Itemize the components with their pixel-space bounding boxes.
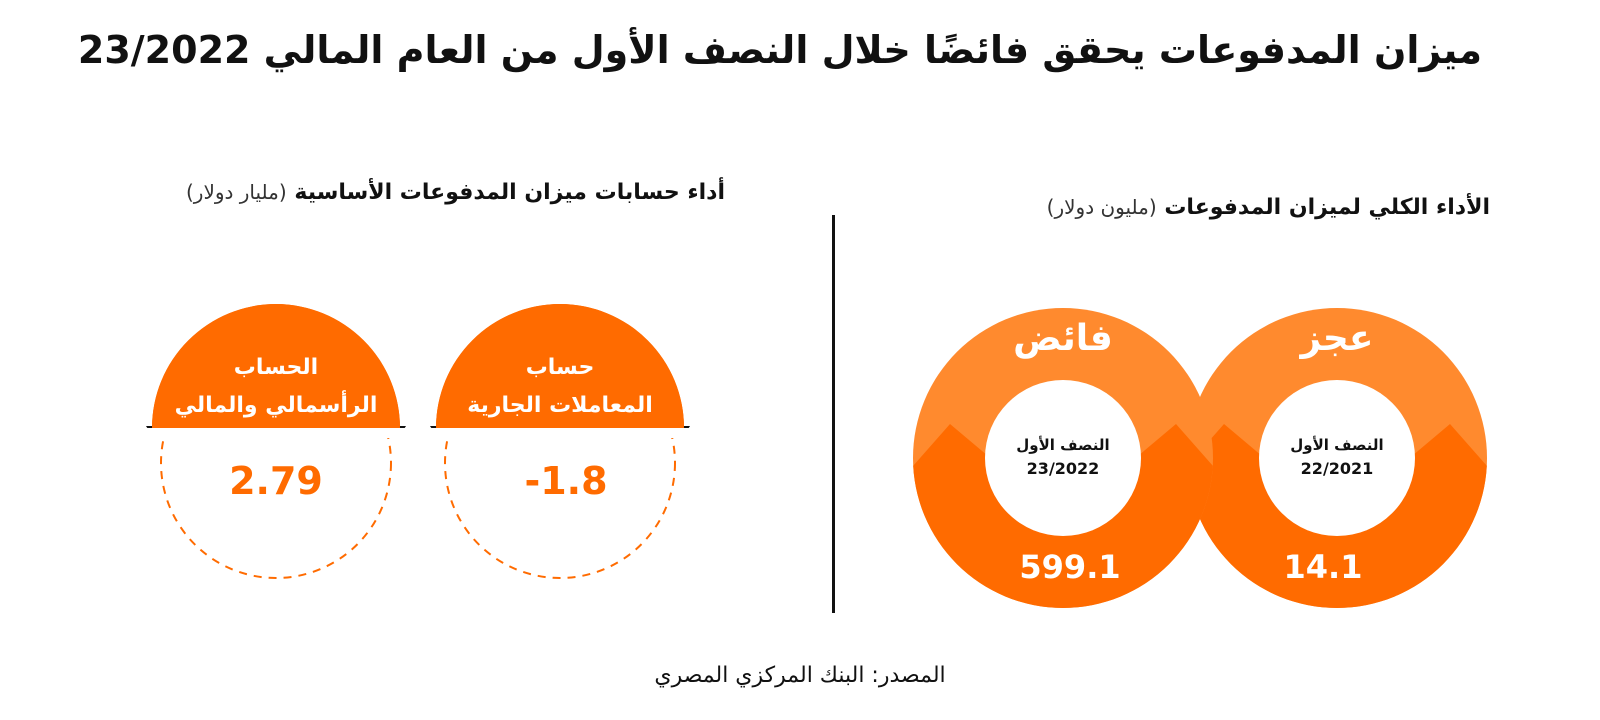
deficit-value: 14.1 [1284, 548, 1363, 586]
capital-account-value: 2.79 [229, 459, 323, 503]
overall-performance-unit: (مليون دولار) [1046, 195, 1157, 219]
ring-surplus-hole [985, 380, 1141, 536]
ring-deficit-hole [1259, 380, 1415, 536]
deficit-label: عجز [1299, 318, 1374, 359]
page-title: ميزان المدفوعات يحقق فائضًا خلال النصف ا… [77, 28, 1483, 72]
current-account-label-line1: حساب [526, 355, 595, 380]
current-account-label-line2: المعاملات الجارية [467, 393, 653, 418]
capital-account-card: الحساب الرأسمالي والمالي 2.79 [140, 304, 412, 579]
current-account-value: -1.8 [524, 459, 607, 503]
core-accounts-unit: (مليار دولار) [185, 180, 287, 204]
source-note: المصدر: البنك المركزي المصري [654, 663, 946, 688]
deficit-period-line1: النصف الأول [1290, 436, 1383, 454]
surplus-period-line2: 23/2022 [1027, 459, 1100, 478]
current-account-card: حساب المعاملات الجارية -1.8 [425, 304, 695, 579]
deficit-period-line2: 22/2021 [1301, 459, 1374, 478]
capital-account-label-line2: الرأسمالي والمالي [175, 389, 378, 418]
surplus-period-line1: النصف الأول [1016, 436, 1109, 454]
capital-account-label-line1: الحساب [234, 355, 318, 380]
panel-divider [832, 215, 835, 613]
core-accounts-title: أداء حسابات ميزان المدفوعات الأساسية (مل… [186, 180, 725, 205]
overall-performance-title-text: الأداء الكلي لميزان المدفوعات [1164, 195, 1490, 220]
surplus-label: فائض [1013, 318, 1113, 359]
core-accounts-title-text: أداء حسابات ميزان المدفوعات الأساسية [294, 180, 725, 205]
overall-performance-title: الأداء الكلي لميزان المدفوعات (مليون دول… [1047, 195, 1490, 220]
surplus-value: 599.1 [1019, 548, 1120, 586]
